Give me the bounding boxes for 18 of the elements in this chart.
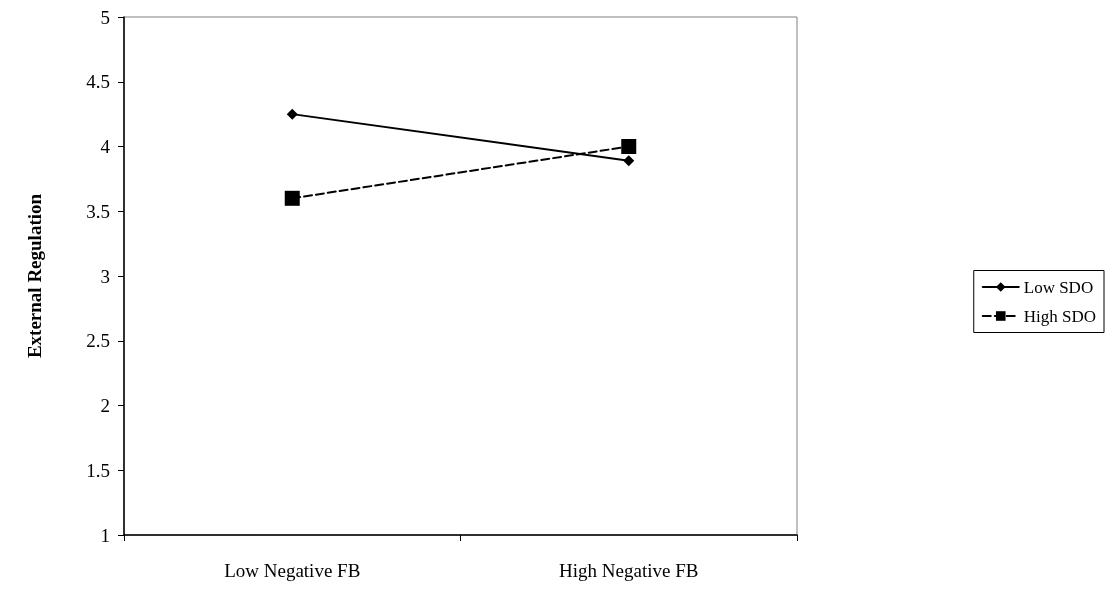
legend-label: High SDO (1023, 306, 1097, 326)
y-axis-title: External Regulation (24, 193, 45, 359)
y-tick-label: 1 (100, 524, 110, 546)
legend-label: Low SDO (1023, 277, 1094, 297)
x-tick-label: High Negative FB (559, 560, 699, 581)
point (284, 190, 300, 206)
y-tick-label: 5 (100, 6, 110, 28)
point (286, 108, 298, 120)
point (621, 139, 637, 154)
y-tick-label: 3 (100, 265, 110, 287)
y-tick-label: 1.5 (86, 459, 110, 481)
y-tick-label: 3.5 (86, 200, 110, 222)
y-tick-label: 2.5 (86, 330, 110, 352)
point (623, 155, 635, 167)
y-tick-label: 4 (100, 136, 111, 157)
y-tick-label: 2 (100, 395, 110, 416)
y-tick-label: 4.5 (86, 71, 110, 93)
x-tick-label: Low Negative FB (224, 560, 361, 581)
